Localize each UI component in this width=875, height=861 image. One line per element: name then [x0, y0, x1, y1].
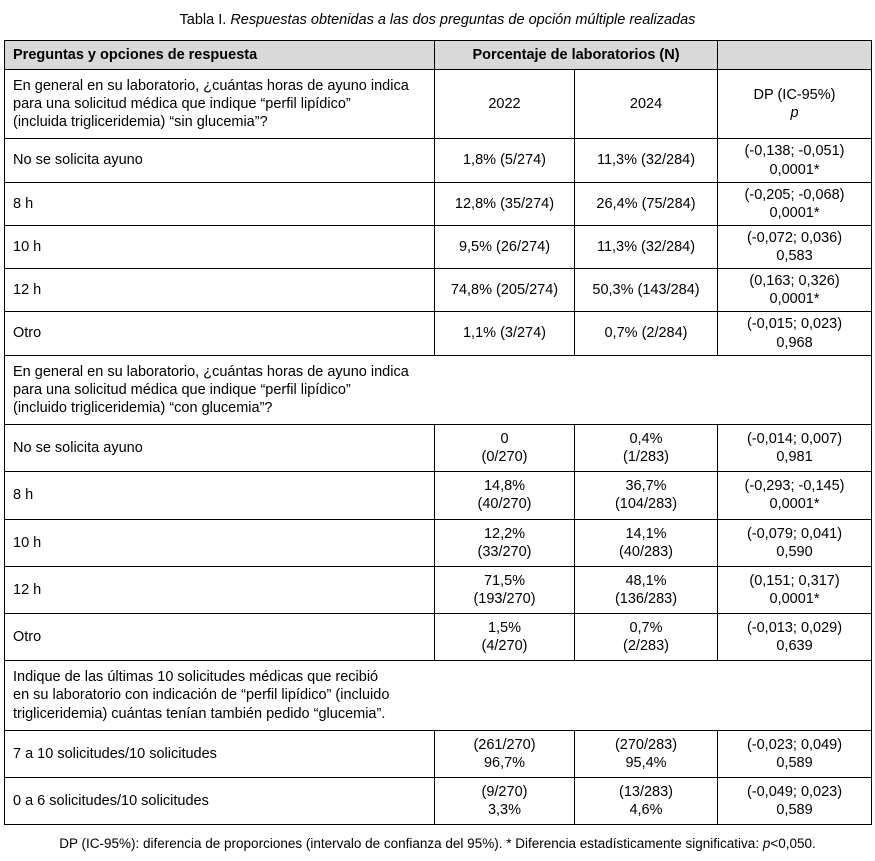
table-row: 8 h 14,8% (40/270) 36,7% (104/283) (-0,2… — [4, 471, 873, 520]
footnote-text-2: <0,050. — [770, 836, 816, 852]
footnote-p: p — [762, 836, 771, 852]
dp-value: (0,163; 0,326) 0,0001* — [717, 268, 873, 313]
table-row: No se solicita ayuno 1,8% (5/274) 11,3% … — [4, 138, 873, 183]
row-label: Otro — [4, 612, 435, 662]
value-2022: 1,5% (4/270) — [434, 612, 575, 662]
row-label: 7 a 10 solicitudes/10 solicitudes — [4, 729, 435, 778]
value-2024: 48,1% (136/283) — [573, 565, 719, 615]
dp-value: (-0,138; -0,051) 0,0001* — [717, 138, 873, 183]
year-2022-header: 2022 — [434, 68, 575, 140]
table-row: Otro 1,5% (4/270) 0,7% (2/283) (-0,013; … — [4, 612, 873, 662]
question-1-row: En general en su laboratorio, ¿cuántas h… — [4, 68, 873, 140]
table-row: No se solicita ayuno 0 (0/270) 0,4% (1/2… — [4, 423, 873, 473]
table-row: 8 h 12,8% (35/274) 26,4% (75/284) (-0,20… — [4, 181, 873, 226]
results-table: Preguntas y opciones de respuesta Porcen… — [3, 40, 873, 826]
dp-value: (-0,049; 0,023) 0,589 — [717, 776, 873, 826]
value-2024: 26,4% (75/284) — [573, 181, 719, 226]
row-label: No se solicita ayuno — [4, 138, 435, 183]
value-2024: 50,3% (143/284) — [573, 268, 719, 313]
dp-value: (-0,014; 0,007) 0,981 — [717, 423, 873, 473]
row-label: No se solicita ayuno — [4, 423, 435, 473]
value-2024: 0,7% (2/283) — [573, 612, 719, 662]
dp-value: (-0,079; 0,041) 0,590 — [717, 518, 873, 567]
table-row: 10 h 9,5% (26/274) 11,3% (32/284) (-0,07… — [4, 224, 873, 270]
dp-value: (-0,023; 0,049) 0,589 — [717, 729, 873, 778]
dp-value: (-0,013; 0,029) 0,639 — [717, 612, 873, 662]
dp-value: (-0,205; -0,068) 0,0001* — [717, 181, 873, 226]
value-2022: 0 (0/270) — [434, 423, 575, 473]
question-3-row: Indique de las últimas 10 solicitudes mé… — [3, 660, 873, 731]
value-2024: 11,3% (32/284) — [573, 138, 719, 183]
dp-value: (-0,293; -0,145) 0,0001* — [717, 471, 873, 520]
dp-column-header: DP (IC-95%) p — [717, 68, 873, 140]
value-2022: (261/270) 96,7% — [434, 729, 575, 778]
header-empty-cell — [717, 40, 873, 70]
value-2024: 36,7% (104/283) — [573, 471, 719, 520]
value-2022: 12,2% (33/270) — [434, 518, 575, 567]
dp-header-label: DP (IC-95%) — [753, 87, 836, 104]
table-title: Tabla I. Respuestas obtenidas a las dos … — [4, 12, 871, 28]
question-2-row: En general en su laboratorio, ¿cuántas h… — [3, 354, 873, 426]
table-row: 0 a 6 solicitudes/10 solicitudes (9/270)… — [4, 776, 873, 826]
table-row: 7 a 10 solicitudes/10 solicitudes (261/2… — [4, 729, 873, 778]
value-2022: 71,5% (193/270) — [434, 565, 575, 615]
value-2024: 0,4% (1/283) — [573, 423, 719, 473]
table-footnote: DP (IC-95%): diferencia de proporciones … — [4, 836, 871, 851]
value-2022: 9,5% (26/274) — [434, 224, 575, 270]
question-3-text: Indique de las últimas 10 solicitudes mé… — [3, 660, 873, 731]
table-title-prefix: Tabla I. — [179, 12, 231, 28]
value-2024: (270/283) 95,4% — [573, 729, 719, 778]
table-header-row: Preguntas y opciones de respuesta Porcen… — [4, 40, 873, 70]
question-2-text: En general en su laboratorio, ¿cuántas h… — [3, 354, 873, 426]
row-label: 8 h — [4, 471, 435, 520]
row-label: 0 a 6 solicitudes/10 solicitudes — [4, 776, 435, 826]
row-label: 10 h — [4, 224, 435, 270]
dp-value: (0,151; 0,317) 0,0001* — [717, 565, 873, 615]
table-row: Otro 1,1% (3/274) 0,7% (2/284) (-0,015; … — [4, 311, 873, 356]
row-label: 10 h — [4, 518, 435, 567]
dp-value: (-0,072; 0,036) 0,583 — [717, 224, 873, 270]
row-label: 12 h — [4, 268, 435, 313]
table-row: 10 h 12,2% (33/270) 14,1% (40/283) (-0,0… — [4, 518, 873, 567]
table-title-italic: Respuestas obtenidas a las dos preguntas… — [230, 12, 696, 28]
dp-header-p: p — [790, 105, 799, 122]
footnote-text-1: DP (IC-95%): diferencia de proporciones … — [59, 836, 763, 852]
header-percent-laboratorios: Porcentaje de laboratorios (N) — [433, 40, 719, 70]
row-label: Otro — [4, 311, 435, 356]
value-2024: 14,1% (40/283) — [573, 518, 719, 567]
value-2022: 1,8% (5/274) — [434, 138, 575, 183]
value-2024: (13/283) 4,6% — [573, 776, 719, 826]
value-2022: 12,8% (35/274) — [434, 181, 575, 226]
year-2024-header: 2024 — [573, 68, 719, 140]
value-2022: 74,8% (205/274) — [434, 268, 575, 313]
question-1-text: En general en su laboratorio, ¿cuántas h… — [4, 68, 435, 140]
table-row: 12 h 71,5% (193/270) 48,1% (136/283) (0,… — [4, 565, 873, 615]
table-row: 12 h 74,8% (205/274) 50,3% (143/284) (0,… — [4, 268, 873, 313]
row-label: 8 h — [4, 181, 435, 226]
row-label: 12 h — [4, 565, 435, 615]
dp-value: (-0,015; 0,023) 0,968 — [717, 311, 873, 356]
value-2024: 11,3% (32/284) — [573, 224, 719, 270]
value-2022: 1,1% (3/274) — [434, 311, 575, 356]
value-2024: 0,7% (2/284) — [573, 311, 719, 356]
header-questions: Preguntas y opciones de respuesta — [4, 40, 435, 70]
value-2022: (9/270) 3,3% — [434, 776, 575, 826]
value-2022: 14,8% (40/270) — [434, 471, 575, 520]
